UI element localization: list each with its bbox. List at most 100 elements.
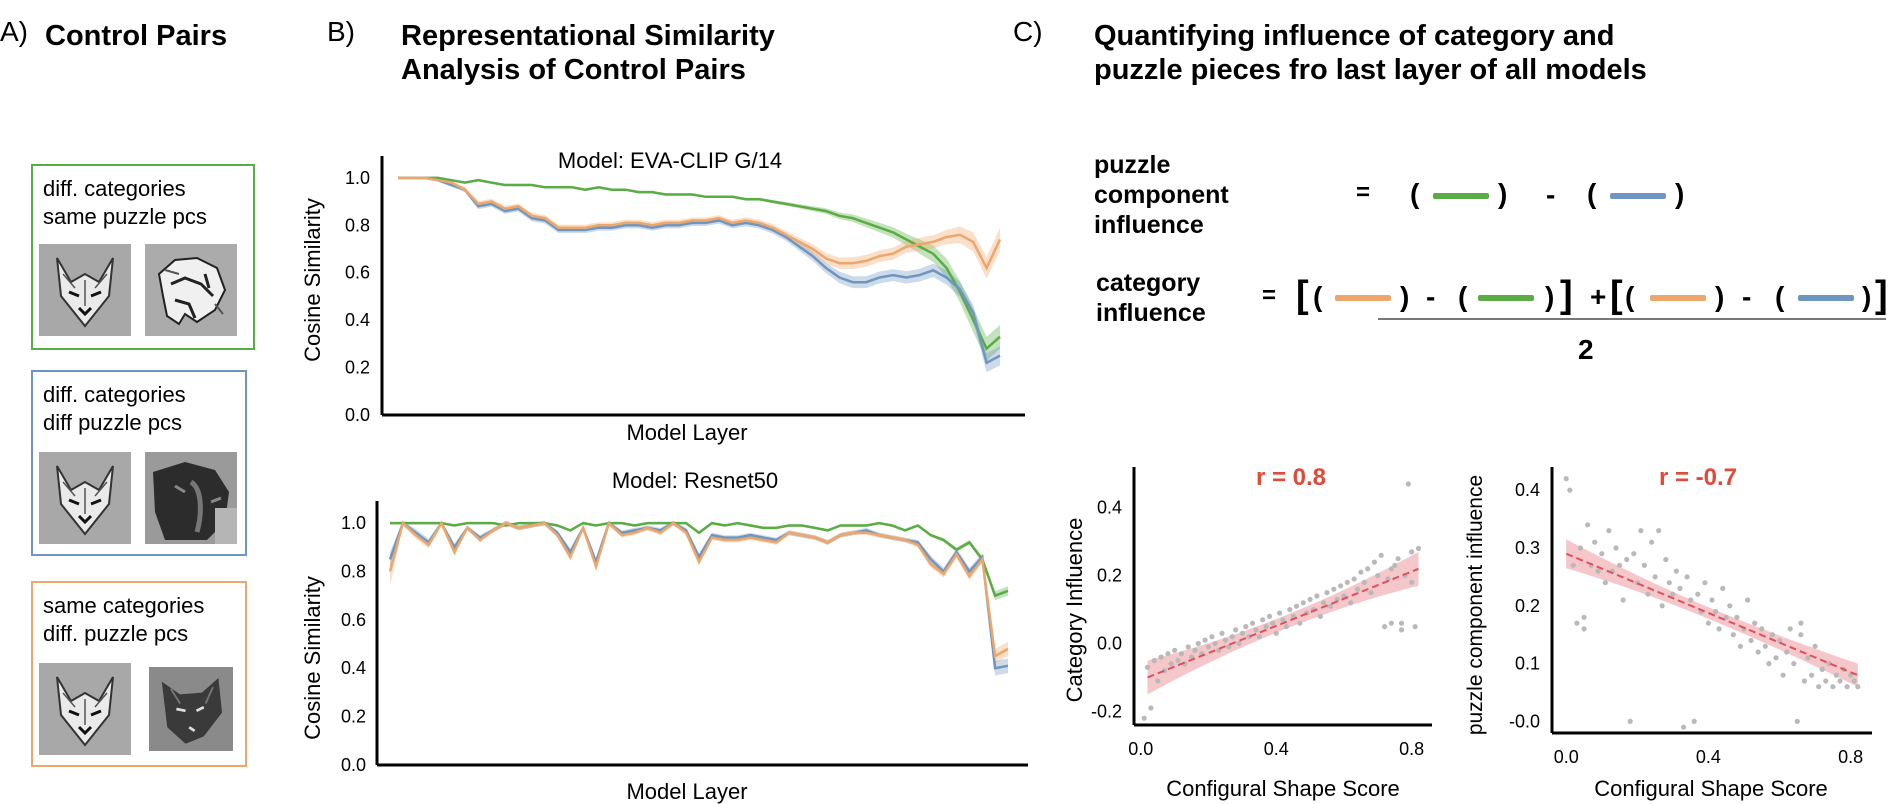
y-tick-label: 0.3	[1515, 538, 1540, 558]
y-tick-label: 0.0	[341, 755, 366, 775]
scatter-point	[1307, 596, 1313, 602]
panel-a-letter: A)	[0, 16, 28, 47]
eq2-close-paren: )	[1862, 281, 1872, 312]
x-axis-label: Configural Shape Score	[1594, 776, 1828, 801]
scatter-point	[1581, 626, 1587, 632]
scatter-point	[1762, 643, 1768, 649]
scatter-point	[1212, 640, 1218, 647]
scatter-point	[1652, 574, 1658, 580]
y-tick-label: 0.4	[341, 658, 366, 678]
y-tick-label: 0.6	[345, 263, 370, 283]
scatter-point	[1236, 640, 1242, 647]
y-tick-label: 0.4	[345, 310, 370, 330]
scatter-point	[1239, 630, 1245, 636]
scatter-point	[1624, 556, 1630, 563]
scatter-point	[1592, 539, 1598, 545]
scatter-point	[1659, 603, 1665, 609]
eq2-plus: +	[1590, 281, 1607, 312]
scatter-point	[1844, 684, 1850, 690]
scatter-point	[1354, 586, 1361, 592]
x-tick-label: 0.8	[1399, 739, 1424, 759]
y-tick-label: 0.2	[1097, 566, 1122, 586]
pair-label-line1: diff. categories	[43, 176, 186, 201]
scatter-point	[1759, 626, 1765, 632]
scatter-point	[1837, 678, 1843, 684]
elephant-puzzle-image	[145, 244, 237, 336]
series-line	[398, 176, 1002, 271]
scatter-point	[1709, 597, 1715, 603]
eq2-open-paren: (	[1458, 281, 1468, 312]
x-axis-label: Model Layer	[626, 420, 747, 445]
y-tick-label: 1.0	[341, 513, 366, 533]
scatter-point	[1270, 620, 1276, 626]
scatter-point	[1392, 562, 1398, 568]
scatter-point	[1649, 539, 1655, 545]
y-tick-label: 0.6	[341, 610, 366, 630]
scatter-point	[1745, 597, 1751, 603]
scatter-point	[1141, 715, 1147, 721]
scatter-point	[1656, 528, 1662, 534]
scatter-point	[1688, 597, 1694, 603]
series-line	[390, 521, 1009, 598]
blue-line-swatch	[1798, 295, 1854, 301]
x-axis-label: Model Layer	[626, 779, 747, 804]
scatter-point	[1243, 624, 1249, 630]
scatter-point	[1297, 620, 1303, 626]
eq1-open-paren: (	[1587, 178, 1597, 209]
correlation-annotation: r = 0.8	[1256, 464, 1326, 491]
y-tick-label: 0.1	[1515, 654, 1540, 674]
panel-a-title: Control Pairs	[45, 20, 228, 52]
scatter-point	[1855, 684, 1861, 690]
chart-title: Model: EVA-CLIP G/14	[558, 148, 782, 173]
scatter-point	[1816, 684, 1822, 690]
elephant-photo-image	[145, 452, 237, 544]
scatter-point	[1691, 718, 1697, 724]
regression-line	[1565, 552, 1859, 677]
fraction-bar	[1378, 318, 1886, 320]
scatter-point	[1769, 632, 1775, 638]
scatter-point	[1823, 678, 1829, 684]
panel-b-title-line1: Representational Similarity	[401, 20, 775, 52]
scatter-point	[1172, 647, 1178, 653]
green-line-swatch	[1433, 193, 1489, 199]
eq2-label-line1: category	[1096, 269, 1201, 297]
scatter-point	[1155, 678, 1161, 684]
scatter-point	[1192, 647, 1198, 653]
scatter-point	[1577, 545, 1583, 551]
y-tick-label: 0.8	[341, 561, 366, 581]
scatter-point	[1361, 579, 1367, 585]
y-tick-label: 0.2	[1515, 596, 1540, 616]
orange-line-swatch	[1650, 295, 1706, 301]
scatter-point	[1585, 522, 1591, 528]
scatter-point	[1784, 649, 1790, 655]
scatter-point	[1638, 528, 1644, 534]
scatter-point	[1641, 562, 1647, 568]
scatter-point	[1260, 617, 1266, 623]
scatter-point	[1663, 556, 1669, 563]
scatter-point	[1670, 591, 1676, 597]
scatter-point	[1727, 603, 1733, 609]
scatter-point	[1737, 643, 1743, 649]
scatter-point	[1631, 551, 1637, 557]
scatter-point	[1620, 597, 1626, 603]
series-line	[388, 520, 1009, 659]
y-tick-label: 0.0	[345, 405, 370, 425]
scatter-point	[1351, 576, 1357, 582]
scatter-point	[1368, 590, 1374, 596]
scatter-point	[1317, 613, 1323, 619]
scatter-point	[1412, 624, 1418, 630]
panel-c-title: Quantifying influence of category and pu…	[1094, 19, 1647, 87]
y-axis-label: Category Influence	[1062, 518, 1087, 703]
wolf-sketch-image	[39, 452, 131, 544]
x-tick-label: 0.0	[1128, 739, 1153, 759]
scatter-point	[1209, 634, 1215, 640]
eq1-close-paren: )	[1498, 178, 1508, 209]
scatter-point	[1358, 569, 1364, 575]
y-axis-label: Cosine Similarity	[300, 576, 325, 740]
scatter-point	[1334, 596, 1340, 602]
panel-b-letter: B)	[327, 16, 355, 47]
green-line-swatch	[1478, 295, 1534, 301]
scatter-point	[1229, 634, 1235, 640]
scatter-point	[1158, 654, 1164, 660]
x-tick-label: 0.4	[1264, 739, 1289, 759]
